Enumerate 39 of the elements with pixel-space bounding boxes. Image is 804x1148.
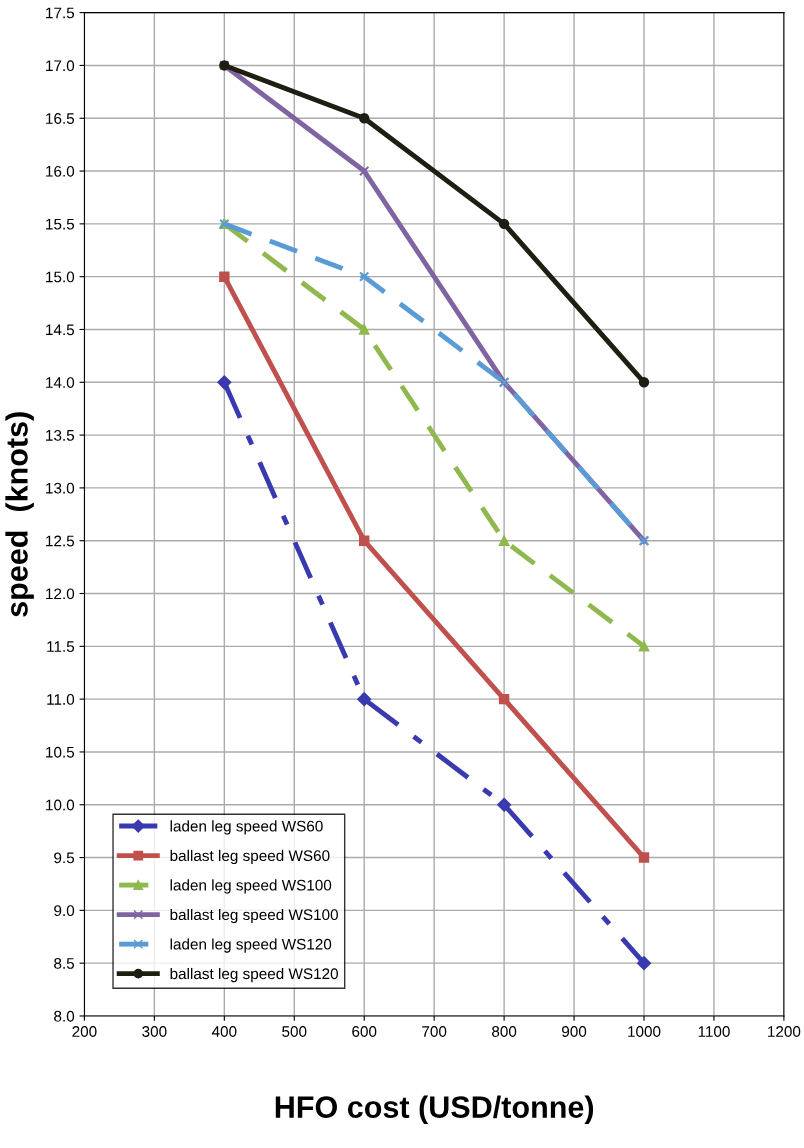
x-tick-label: 1200 xyxy=(768,1026,801,1037)
y-tick-label: 13.5 xyxy=(46,429,75,441)
y-tick-label: 17.0 xyxy=(46,60,75,72)
y-tick-label: 16.5 xyxy=(46,113,75,124)
y-tick-label: 15.0 xyxy=(46,271,75,283)
y-tick-label: 12.5 xyxy=(46,535,75,547)
legend-label: ballast leg speed WS60 xyxy=(170,849,330,865)
y-tick-label: 15.5 xyxy=(46,218,75,230)
y-axis-title: speed (knots) xyxy=(5,412,34,617)
x-tick-label: 300 xyxy=(142,1026,167,1037)
y-tick-label: 12.0 xyxy=(46,588,75,600)
y-tick-label: 17.5 xyxy=(46,7,75,19)
x-tick-label: 900 xyxy=(562,1026,587,1037)
y-tick-label: 9.0 xyxy=(54,905,75,917)
y-tick-label: 11.5 xyxy=(47,641,75,653)
x-axis-title: HFO cost (USD/tonne) xyxy=(275,1095,594,1124)
y-tick-label: 10.5 xyxy=(46,746,75,758)
y-tick-label: 13.0 xyxy=(46,482,75,494)
y-tick-label: 16.0 xyxy=(46,165,75,177)
legend-label: ballast leg speed WS100 xyxy=(170,908,338,924)
x-tick-label: 500 xyxy=(282,1026,307,1037)
x-tick-label: 1000 xyxy=(628,1026,661,1037)
y-tick-label: 11.0 xyxy=(47,694,75,705)
legend-label: laden leg speed WS100 xyxy=(170,879,332,894)
x-tick-label: 200 xyxy=(72,1026,97,1037)
x-tick-label: 1100 xyxy=(698,1026,730,1037)
x-tick-label: 600 xyxy=(352,1026,377,1037)
y-tick-label: 8.0 xyxy=(54,1010,75,1022)
x-tick-label: 400 xyxy=(211,1026,237,1037)
y-tick-label: 9.5 xyxy=(54,852,75,864)
y-tick-label: 10.0 xyxy=(46,799,75,811)
y-tick-label: 14.5 xyxy=(46,324,75,336)
legend-label: laden leg speed WS120 xyxy=(170,938,332,953)
y-tick-label: 8.5 xyxy=(54,958,75,969)
legend-label: laden leg speed WS60 xyxy=(170,820,323,835)
x-tick-label: 700 xyxy=(422,1026,447,1037)
legend-label: ballast leg speed WS120 xyxy=(170,967,338,983)
y-tick-label: 14.0 xyxy=(46,377,75,388)
x-tick-label: 800 xyxy=(492,1026,517,1037)
